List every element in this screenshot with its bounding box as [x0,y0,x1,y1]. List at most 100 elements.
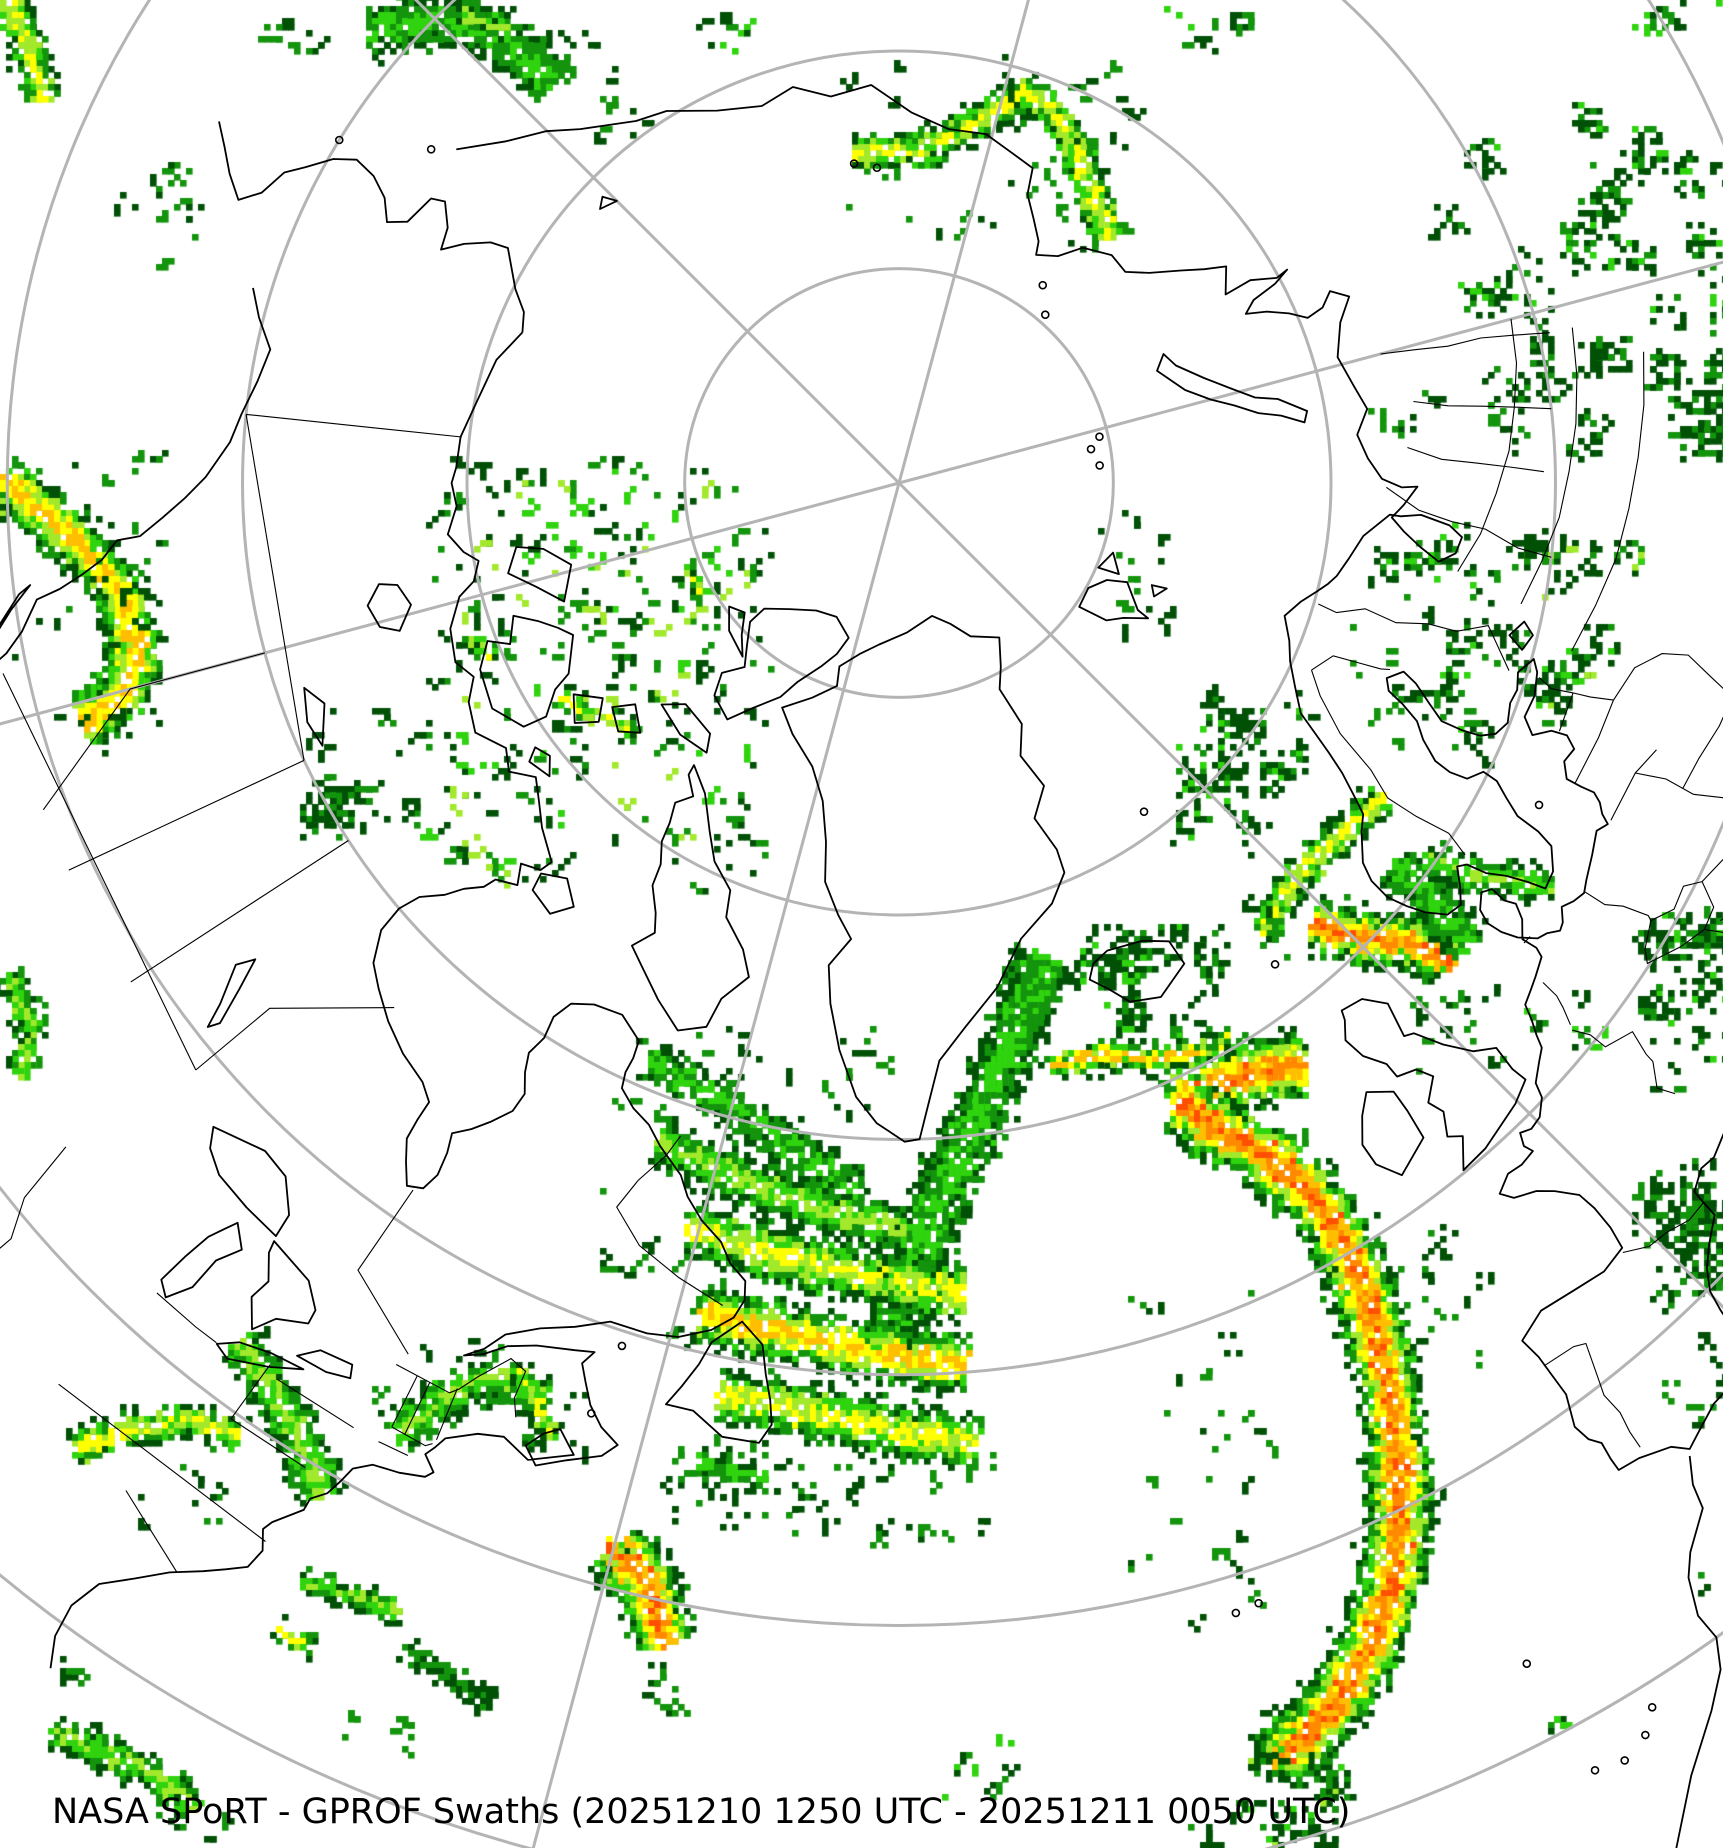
meridian-line [897,0,1030,484]
coastline-eurasia-coast [456,84,1723,1471]
admin-border [230,1418,306,1468]
small-island [617,1341,627,1351]
admin-border [1538,677,1614,701]
coastline-north-america-mainland [49,331,747,1669]
map-caption: NASA SPoRT - GPROF Swaths (20251210 1250… [52,1792,1351,1832]
coastline-svalbard-s [1150,584,1168,598]
latitude-circle [0,1185,1723,1627]
coastline-vancouver-island [0,584,32,630]
admin-border [1520,327,1578,605]
admin-border [0,1146,67,1249]
meridian-line [898,260,1723,485]
admin-border [1542,982,1572,1026]
admin-border [1380,332,1550,355]
small-island [872,163,882,173]
small-island [1038,280,1048,290]
small-island [334,135,344,145]
coastline-africa-nw-coast [1675,1455,1722,1848]
small-island [1270,960,1280,969]
admin-border [1574,699,1615,785]
admin-border [42,652,266,811]
admin-border [395,1364,450,1394]
admin-border [1311,655,1391,671]
meridian-line [413,0,901,485]
coastline-victoria-island [479,614,574,728]
coastline-baffin [631,764,750,1032]
admin-border [1635,772,1723,799]
coastline-great-britain [1340,998,1527,1172]
coastline-greenland [781,615,1066,1143]
admin-border [1704,928,1723,933]
small-island [1647,1702,1657,1712]
admin-border [435,1388,458,1441]
admin-border [391,1426,433,1447]
meridian-line [531,482,901,1848]
coastline-lake-winnipeg [206,958,257,1028]
border-layer [0,318,1723,1573]
coastline-lake-michigan [160,1221,243,1299]
small-island [1095,461,1104,470]
small-island [1254,1598,1263,1608]
coastline-ellesmere [713,607,850,721]
coastline-king-william [528,746,551,778]
admin-border [195,1007,395,1071]
admin-border [245,414,305,761]
admin-border [1310,669,1466,856]
coastline-iceland [1088,939,1186,1003]
admin-border [1318,603,1510,671]
coastline-ireland [1361,1090,1425,1177]
small-island [1231,1608,1241,1618]
latitude-circle [683,267,1115,699]
coastline-somerset [611,703,642,734]
small-island [1534,800,1544,810]
admin-border [58,1383,266,1542]
admin-border [230,1364,271,1420]
small-island [1641,1730,1650,1740]
admin-border [2,673,197,1071]
coastline-axel-heiberg [728,605,746,658]
small-island [1095,432,1104,442]
coastline-lake-ladoga [1508,620,1534,651]
coastline-great-slave-lake [303,686,326,747]
admin-border [449,1357,527,1418]
admin-border [357,1189,414,1355]
coastline-alaska-bc-coast [0,287,272,661]
coastline-svalbard-ne [1097,551,1120,575]
admin-border [1644,880,1715,965]
admin-border [68,759,305,871]
admin-border [616,1135,723,1306]
small-island [1522,1659,1532,1668]
meridian-line [0,481,900,726]
small-island [1040,310,1050,320]
admin-border [130,840,349,983]
coastline-novaya-zemlya [1156,353,1308,424]
admin-border [1385,486,1552,558]
admin-border [1571,351,1645,651]
latitude-circle [241,0,1557,1141]
admin-border [391,1375,418,1428]
small-island [1139,807,1149,817]
admin-border [1543,1342,1641,1448]
small-island [1590,1765,1600,1775]
admin-border [1413,400,1552,410]
admin-border [276,1378,354,1429]
small-island [1620,1756,1629,1765]
coastline-lake-huron [250,1240,317,1331]
coastline-lake-superior [209,1125,290,1237]
latitude-circle [465,49,1333,917]
coastline-devon [660,703,711,754]
admin-border [1584,891,1652,921]
admin-border [1457,318,1518,572]
coastline-great-bear-lake [366,583,412,632]
small-island [587,1409,596,1418]
admin-border [378,1441,409,1456]
coastline-newfoundland [665,1320,773,1444]
coastline-alaska-west-coast [218,121,525,333]
admin-border [1652,1061,1676,1095]
admin-border [1682,716,1723,789]
admin-border [1622,1202,1704,1254]
